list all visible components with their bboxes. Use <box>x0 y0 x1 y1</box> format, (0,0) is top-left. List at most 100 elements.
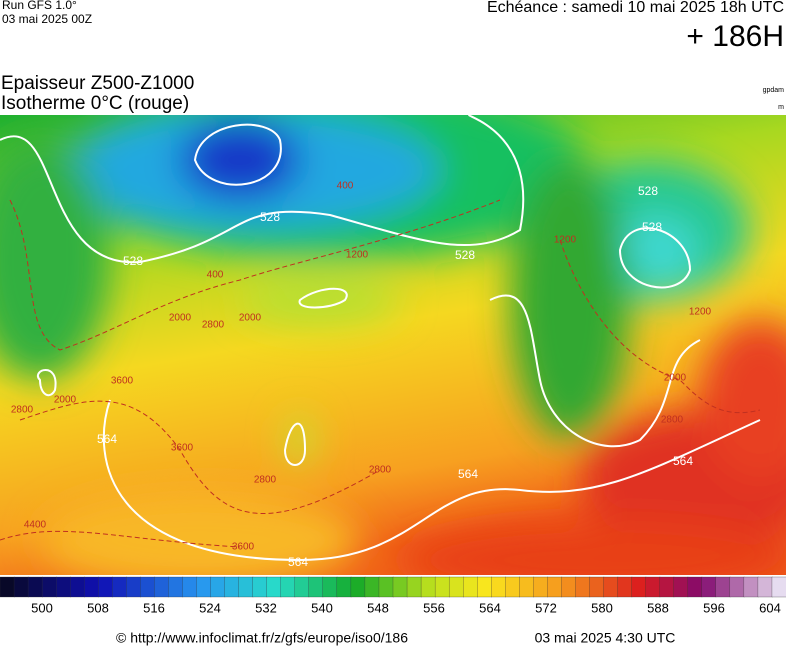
color-swatch <box>406 576 422 598</box>
lead: + 186H <box>686 20 784 53</box>
unit: gpdam <box>763 87 785 94</box>
colorbar-tick-label: 604 <box>759 600 781 615</box>
color-swatch <box>378 576 394 598</box>
color-swatch <box>561 576 577 598</box>
color-swatch <box>434 576 450 598</box>
title: Epaisseur Z500-Z1000 <box>1 73 194 94</box>
unit: m <box>778 104 784 111</box>
color-swatch <box>266 576 282 598</box>
color-swatch <box>645 576 661 598</box>
colorbar-tick-label: 580 <box>591 600 613 615</box>
iso0-label: 2800 <box>254 475 277 486</box>
color-swatch <box>533 576 549 598</box>
colorbar-tick-label: 596 <box>703 600 725 615</box>
color-swatch <box>336 576 352 598</box>
iso0-label: 3600 <box>232 542 255 553</box>
color-swatch <box>280 576 296 598</box>
color-swatch <box>659 576 675 598</box>
thickness-label: 564 <box>288 555 308 569</box>
footer-timestamp: 03 mai 2025 4:30 UTC <box>535 630 676 646</box>
colorbar-tick-label: 508 <box>87 600 109 615</box>
thickness-label: 564 <box>458 467 478 481</box>
color-swatch <box>140 576 156 598</box>
run: Run GFS 1.0° <box>2 0 77 12</box>
color-swatch <box>589 576 605 598</box>
thickness-label: 528 <box>260 210 280 224</box>
color-swatch <box>420 576 436 598</box>
color-swatch <box>182 576 198 598</box>
echeance: Echéance : samedi 10 mai 2025 18h UTC <box>487 0 784 16</box>
iso0-label: 1200 <box>554 235 577 246</box>
color-swatch <box>364 576 380 598</box>
color-swatch <box>0 576 15 598</box>
color-swatch <box>224 576 240 598</box>
color-swatch <box>41 576 57 598</box>
color-swatch <box>715 576 731 598</box>
iso0-label: 400 <box>337 181 354 192</box>
thickness-label: 528 <box>123 254 143 268</box>
color-swatch <box>154 576 170 598</box>
color-swatch <box>505 576 520 598</box>
color-swatch <box>603 576 619 598</box>
thickness-label: 564 <box>673 454 693 468</box>
color-swatch <box>168 576 184 598</box>
color-swatch <box>701 576 717 598</box>
color-swatch <box>84 576 99 598</box>
colorbar-tick-label: 516 <box>143 600 165 615</box>
color-swatch <box>252 576 268 598</box>
iso0-label: 400 <box>207 270 224 281</box>
run-date: 03 mai 2025 00Z <box>2 12 92 26</box>
color-swatch <box>673 576 689 598</box>
color-swatch <box>448 576 464 598</box>
color-swatch <box>98 576 113 598</box>
color-swatch <box>771 576 786 598</box>
color-swatch <box>687 576 703 598</box>
footer-url: © http://www.infoclimat.fr/z/gfs/europe/… <box>116 630 408 646</box>
color-swatch <box>631 576 647 598</box>
color-swatch <box>491 576 506 598</box>
thickness-label: 564 <box>97 432 117 446</box>
iso0-label: 2000 <box>54 395 77 406</box>
iso0-label: 3600 <box>171 443 194 454</box>
color-swatch <box>322 576 338 598</box>
colorbar-tick-label: 556 <box>423 600 445 615</box>
iso0-label: 2000 <box>239 313 262 324</box>
iso0-contours <box>0 199 761 548</box>
color-swatch <box>617 576 633 598</box>
iso0-label: 2800 <box>11 405 34 416</box>
color-swatch <box>55 576 71 598</box>
color-swatch <box>743 576 759 598</box>
color-swatch <box>463 576 478 598</box>
iso0-label: 2800 <box>369 465 392 476</box>
iso0-label: 3600 <box>111 376 134 387</box>
thickness-label: 528 <box>642 220 662 234</box>
colorbar-tick-label: 548 <box>367 600 389 615</box>
color-swatch <box>238 576 254 598</box>
color-swatch <box>757 576 773 598</box>
subtitle: Isotherme 0°C (rouge) <box>1 93 189 114</box>
iso0-label: 2000 <box>664 373 687 384</box>
colorbar: 500 508 516 524 532 540 548 556 564 572 580 588 596 6… <box>0 576 786 615</box>
color-swatch <box>70 576 85 598</box>
colorbar-tick-label: 500 <box>31 600 53 615</box>
iso0-label: 2800 <box>661 415 684 426</box>
iso0-label: 4400 <box>24 520 47 531</box>
color-swatch <box>210 576 226 598</box>
colorbar-tick-label: 532 <box>255 600 277 615</box>
color-swatch <box>392 576 408 598</box>
iso0-label: 1200 <box>346 250 369 261</box>
color-swatch <box>477 576 492 598</box>
map <box>0 115 786 575</box>
colorbar-tick-label: 572 <box>535 600 557 615</box>
colorbar-tick-label: 540 <box>311 600 333 615</box>
color-swatch <box>294 576 310 598</box>
color-swatch <box>729 576 745 598</box>
colorbar-tick-label: 588 <box>647 600 669 615</box>
color-swatch <box>126 576 142 598</box>
iso0-label: 2000 <box>169 313 192 324</box>
color-swatch <box>308 576 324 598</box>
thickness-label: 528 <box>455 248 475 262</box>
thickness-contours <box>0 115 761 562</box>
colorbar-tick-label: 564 <box>479 600 501 615</box>
